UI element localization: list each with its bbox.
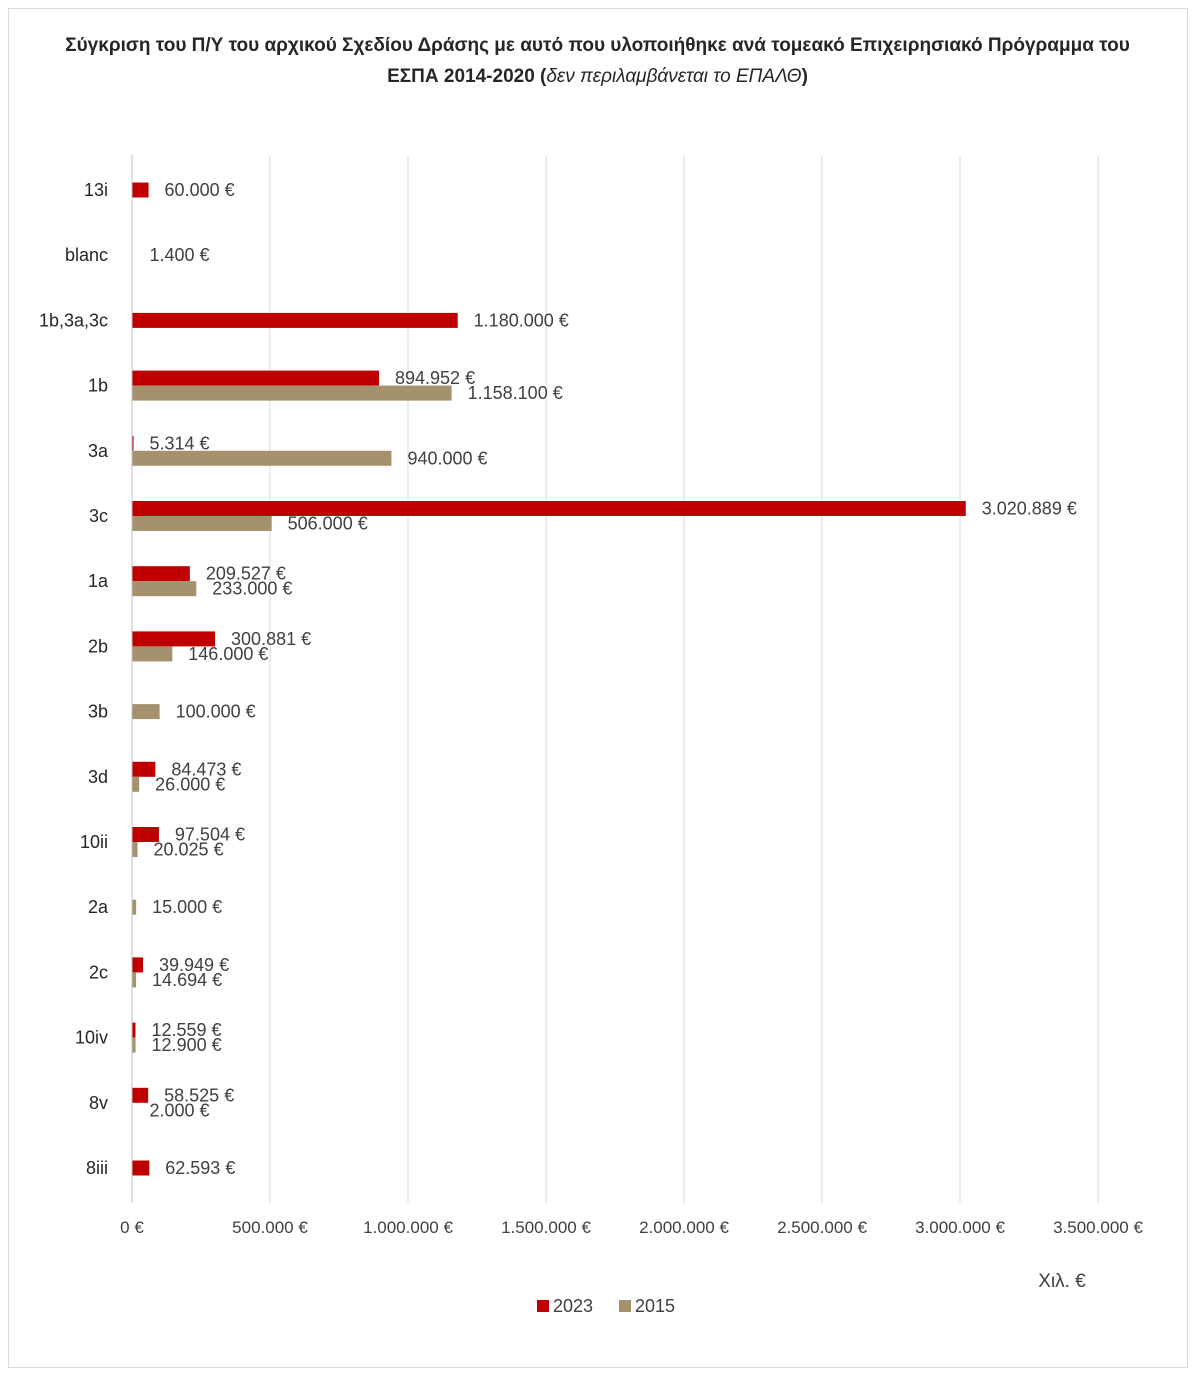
data-label-2015: 940.000 € bbox=[407, 448, 487, 468]
x-tick-label: 0 € bbox=[120, 1218, 144, 1237]
category-label: blanc bbox=[65, 245, 108, 265]
bar-2015 bbox=[132, 516, 272, 531]
data-label-2023: 12.559 € bbox=[151, 1020, 221, 1040]
bar-2023 bbox=[132, 761, 156, 777]
legend-label-2015: 2015 bbox=[635, 1296, 675, 1316]
data-label-2023: 60.000 € bbox=[165, 180, 235, 200]
data-label-2015: 15.000 € bbox=[152, 897, 222, 917]
bar-2015 bbox=[132, 899, 137, 915]
data-label-2023: 39.949 € bbox=[159, 955, 229, 975]
data-label-2023: 62.593 € bbox=[165, 1158, 235, 1178]
bar-2015 bbox=[132, 450, 392, 466]
bar-2023 bbox=[132, 1160, 150, 1176]
bar-2015 bbox=[132, 842, 138, 857]
data-label-2023: 84.473 € bbox=[171, 759, 241, 779]
data-label-2015: 100.000 € bbox=[176, 702, 256, 722]
category-label: 3d bbox=[88, 767, 108, 787]
data-label-2023: 5.314 € bbox=[150, 433, 210, 453]
category-label: 1b,3a,3c bbox=[39, 310, 108, 330]
bar-2023 bbox=[132, 827, 159, 842]
data-label-2015: 1.400 € bbox=[150, 245, 210, 265]
bar-2015 bbox=[132, 776, 140, 792]
bar-2023 bbox=[132, 501, 966, 516]
data-label-2015: 14.694 € bbox=[152, 970, 222, 990]
legend: 2023 2015 bbox=[537, 1296, 675, 1316]
data-label-2023: 58.525 € bbox=[164, 1085, 234, 1105]
chart-title-italic: δεν περιλαμβάνεται το ΕΠΑΛΘ bbox=[546, 66, 802, 87]
data-label-2023: 894.952 € bbox=[395, 368, 475, 388]
legend-swatch-2015 bbox=[619, 1300, 631, 1312]
bar-2015 bbox=[132, 581, 197, 597]
x-tick-label: 500.000 € bbox=[232, 1218, 308, 1237]
category-label: 10ii bbox=[80, 832, 108, 852]
category-label: 3b bbox=[88, 702, 108, 722]
bar-2023 bbox=[132, 566, 190, 582]
bar-2015 bbox=[132, 385, 452, 401]
bar-2023 bbox=[132, 957, 144, 973]
category-label: 8v bbox=[89, 1093, 108, 1113]
bars bbox=[132, 182, 966, 1176]
category-label: 3c bbox=[89, 506, 108, 526]
bar-2023 bbox=[132, 312, 458, 328]
data-label-2015: 12.900 € bbox=[152, 1035, 222, 1055]
x-tick-label: 3.500.000 € bbox=[1053, 1218, 1143, 1237]
category-label: 3a bbox=[88, 441, 109, 461]
bar-2023 bbox=[132, 370, 380, 386]
data-labels: 60.000 € 1.400 € 1.180.000 € 894.952 €1.158… bbox=[150, 180, 1077, 1178]
bar-2023 bbox=[132, 631, 216, 647]
data-label-2023: 300.881 € bbox=[231, 629, 311, 649]
category-label: 10iv bbox=[75, 1028, 108, 1048]
legend-swatch-2023 bbox=[537, 1300, 549, 1312]
chart-title-close: ) bbox=[801, 66, 808, 87]
data-label-2023: 1.180.000 € bbox=[474, 310, 569, 330]
gridlines bbox=[131, 155, 1099, 1203]
data-label-2023: 3.020.889 € bbox=[982, 499, 1077, 519]
axis: Χιλ. € 0 € 500.000 € 1.000.000 € 1.500.000 … bbox=[39, 155, 1143, 1292]
chart-frame bbox=[8, 8, 1188, 1368]
x-tick-label: 1.000.000 € bbox=[363, 1218, 453, 1237]
data-label-2015: 26.000 € bbox=[155, 774, 225, 794]
x-tick-label: 2.000.000 € bbox=[639, 1218, 729, 1237]
x-axis-title: Χιλ. € bbox=[1038, 1271, 1086, 1292]
bar-2023 bbox=[132, 435, 134, 451]
category-label: 1a bbox=[88, 571, 109, 591]
bar-2015 bbox=[132, 1037, 136, 1053]
data-label-2015: 146.000 € bbox=[188, 644, 268, 664]
bar-2015 bbox=[132, 972, 137, 988]
data-label-2015: 1.158.100 € bbox=[468, 383, 563, 403]
bar-2023 bbox=[132, 1022, 136, 1038]
bar-2015 bbox=[132, 704, 160, 720]
data-label-2015: 2.000 € bbox=[150, 1100, 210, 1120]
data-label-2015: 506.000 € bbox=[288, 514, 368, 534]
category-label: 2b bbox=[88, 636, 108, 656]
data-label-2015: 20.025 € bbox=[154, 840, 224, 860]
data-label-2023: 97.504 € bbox=[175, 825, 245, 845]
category-label: 2c bbox=[89, 962, 108, 982]
bar-2015 bbox=[132, 646, 173, 662]
x-tick-label: 3.000.000 € bbox=[915, 1218, 1005, 1237]
legend-label-2023: 2023 bbox=[553, 1296, 593, 1316]
category-label: 8iii bbox=[86, 1158, 108, 1178]
x-tick-label: 2.500.000 € bbox=[777, 1218, 867, 1237]
x-tick-label: 1.500.000 € bbox=[501, 1218, 591, 1237]
chart-title-main: Σύγκριση του Π/Υ του αρχικού Σχεδίου Δρά… bbox=[65, 35, 1130, 87]
bar-2023 bbox=[132, 1087, 149, 1103]
category-label: 13i bbox=[84, 180, 108, 200]
data-label-2015: 233.000 € bbox=[212, 579, 292, 599]
category-label: 2a bbox=[88, 897, 109, 917]
bar-2023 bbox=[132, 182, 149, 198]
data-label-2023: 209.527 € bbox=[206, 564, 286, 584]
category-label: 1b bbox=[88, 376, 108, 396]
chart-title: Σύγκριση του Π/Υ του αρχικού Σχεδίου Δρά… bbox=[40, 30, 1155, 92]
